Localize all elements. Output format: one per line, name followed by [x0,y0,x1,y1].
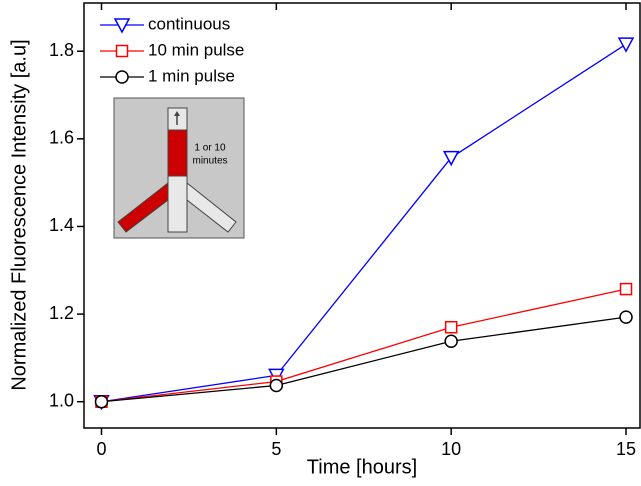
marker [115,70,129,84]
marker [115,44,129,58]
y-tick-label: 1.8 [49,40,74,60]
inset-label: 1 or 10 [194,143,226,154]
y-tick-label: 1.4 [49,215,74,235]
series-line [101,288,627,403]
marker [444,334,458,348]
marker [617,37,635,53]
legend-text: continuous [148,14,230,33]
marker [619,310,633,324]
x-tick-label: 10 [441,439,461,459]
inset-label: minutes [192,156,227,167]
y-tick-label: 1.6 [49,128,74,148]
legend-text: 10 min pulse [148,40,244,59]
marker [444,320,458,334]
series-line [101,43,627,403]
y-tick-label: 1.0 [49,390,74,410]
y-tick-label: 1.2 [49,303,74,323]
marker [442,150,460,167]
inset-diagram: 1 or 10 minutes [113,97,245,239]
x-tick-label: 5 [271,439,281,459]
series-line [101,316,627,403]
marker [94,394,109,409]
x-tick-label: 15 [616,439,636,459]
marker [113,18,131,34]
x-tick-label: 0 [96,439,106,459]
y-axis-title: Normalized Fluorescence Intensity [a.u] [8,39,30,390]
x-axis-title: Time [hours] [307,456,417,478]
marker [269,378,284,393]
legend-text: 1 min pulse [148,66,235,85]
marker [619,282,633,296]
plot-frame [83,2,641,429]
